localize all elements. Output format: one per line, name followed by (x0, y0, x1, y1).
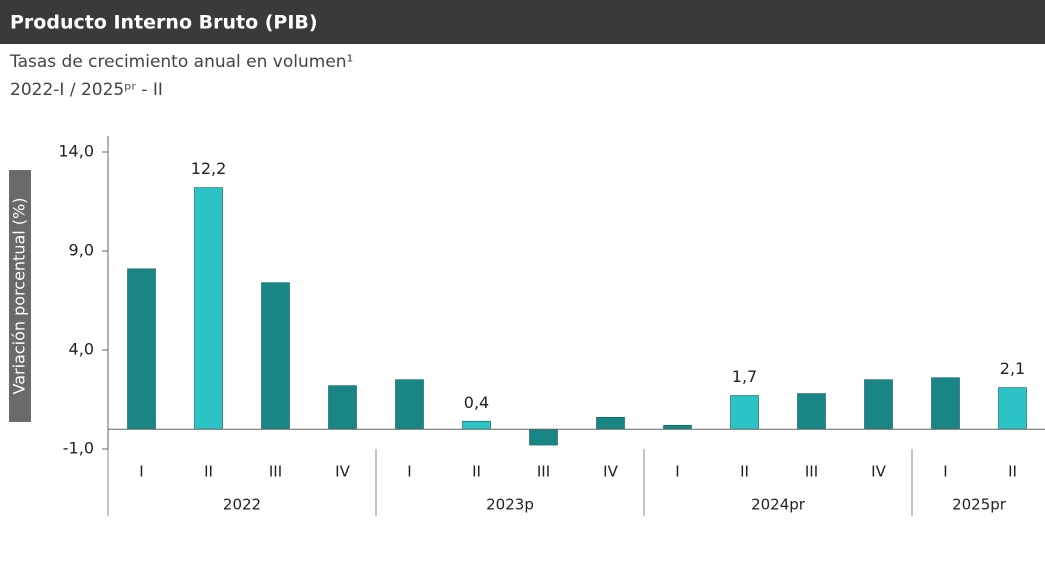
bar (931, 377, 960, 430)
x-tick-label: IV (335, 463, 350, 481)
title-bar (0, 0, 1045, 44)
x-tick-label: IV (871, 463, 886, 481)
group-label: 2024pr (751, 496, 806, 514)
data-label: 12,2 (191, 159, 227, 178)
y-tick-label: -1,0 (63, 439, 94, 458)
x-tick-label: IV (603, 463, 618, 481)
y-tick-label: 9,0 (69, 241, 94, 260)
x-tick-label: I (943, 463, 947, 481)
x-tick-label: II (740, 463, 749, 481)
y-axis-label: Variación porcentual (%) (10, 198, 29, 395)
chart-title: Producto Interno Bruto (PIB) (10, 12, 318, 34)
y-tick-label: 4,0 (69, 340, 94, 359)
bar (529, 428, 558, 446)
bar (864, 379, 893, 430)
group-label: 2023p (486, 496, 534, 514)
bar (328, 385, 357, 430)
bar (998, 387, 1027, 430)
x-tick-label: I (407, 463, 411, 481)
bar (194, 187, 223, 430)
x-tick-label: I (139, 463, 143, 481)
bar (462, 420, 491, 430)
group-label: 2025pr (952, 496, 1007, 514)
group-label: 2022 (223, 496, 261, 514)
data-label: 0,4 (464, 393, 489, 412)
bar (663, 424, 692, 430)
data-label: 2,1 (1000, 359, 1025, 378)
bar (596, 417, 625, 430)
x-tick-label: II (1008, 463, 1017, 481)
x-tick-label: II (204, 463, 213, 481)
bar (261, 282, 290, 430)
bar (127, 268, 156, 430)
x-tick-label: III (805, 463, 818, 481)
bar (797, 393, 826, 430)
subtitle: Tasas de crecimiento anual en volumen¹ (9, 52, 353, 72)
subtitle: 2022-I / 2025ᵖʳ - II (10, 80, 163, 100)
bar (395, 379, 424, 430)
x-tick-label: I (675, 463, 679, 481)
x-tick-label: III (269, 463, 282, 481)
y-tick-label: 14,0 (58, 142, 94, 161)
x-tick-label: II (472, 463, 481, 481)
x-tick-label: III (537, 463, 550, 481)
y-label-box (9, 170, 31, 422)
bar (730, 395, 759, 430)
data-label: 1,7 (732, 367, 757, 386)
